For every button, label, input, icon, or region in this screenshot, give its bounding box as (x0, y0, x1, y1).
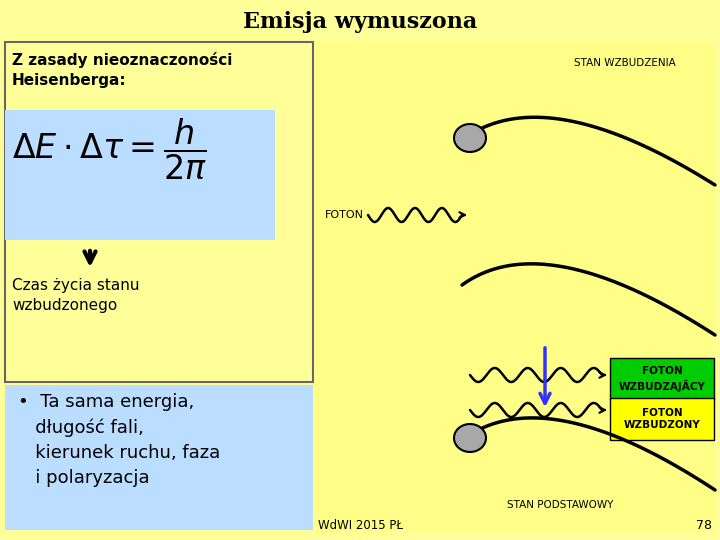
Text: $\Delta E \cdot \Delta\tau = \dfrac{h}{2\pi}$: $\Delta E \cdot \Delta\tau = \dfrac{h}{2… (12, 117, 207, 183)
Text: •  Ta sama energia,
   długość fali,
   kierunek ruchu, faza
   i polaryzacja: • Ta sama energia, długość fali, kierune… (18, 393, 220, 487)
Text: WdWI 2015 PŁ: WdWI 2015 PŁ (318, 519, 403, 532)
FancyBboxPatch shape (5, 385, 313, 530)
FancyBboxPatch shape (314, 42, 715, 532)
Text: FOTON
WZBUDZONY: FOTON WZBUDZONY (624, 408, 701, 430)
Text: Emisja wymuszona: Emisja wymuszona (243, 11, 477, 33)
Text: Czas życia stanu
wzbudzonego: Czas życia stanu wzbudzonego (12, 278, 140, 313)
Text: FOTON: FOTON (325, 210, 364, 220)
FancyBboxPatch shape (5, 42, 313, 382)
Text: STAN WZBUDZENIA: STAN WZBUDZENIA (574, 58, 676, 68)
Ellipse shape (454, 424, 486, 452)
FancyBboxPatch shape (610, 398, 714, 440)
Text: Z zasady nieoznaczoności
Heisenberga:: Z zasady nieoznaczoności Heisenberga: (12, 52, 233, 88)
Text: 78: 78 (696, 519, 712, 532)
FancyBboxPatch shape (610, 358, 714, 400)
Ellipse shape (454, 124, 486, 152)
FancyBboxPatch shape (5, 110, 275, 240)
Text: STAN PODSTAWOWY: STAN PODSTAWOWY (507, 500, 613, 510)
Text: FOTON
WZBUDZAJÄCY: FOTON WZBUDZAJÄCY (618, 367, 706, 392)
